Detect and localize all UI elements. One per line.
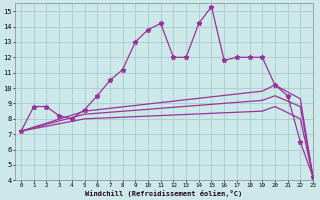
X-axis label: Windchill (Refroidissement éolien,°C): Windchill (Refroidissement éolien,°C) [85,190,243,197]
